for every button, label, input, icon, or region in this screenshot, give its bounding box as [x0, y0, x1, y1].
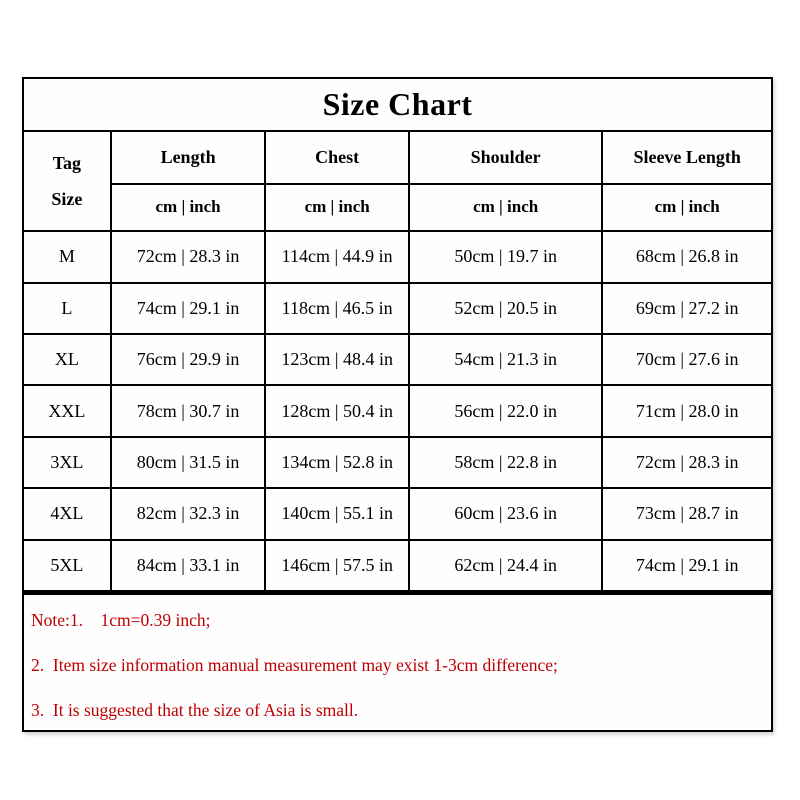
unit-header-row: cm | inch cm | inch cm | inch cm | inch	[23, 182, 773, 233]
notes-section: Note:1. 1cm=0.39 inch; 2. Item size info…	[22, 592, 773, 732]
chest-value: 134cm | 52.8 in	[264, 435, 410, 490]
title-row: Size Chart	[22, 76, 773, 133]
sleeve-length-value: 72cm | 28.3 in	[601, 435, 773, 490]
page-title: Size Chart	[22, 76, 773, 133]
table-row-xl: XL 76cm | 29.9 in 123cm | 48.4 in 54cm |…	[22, 332, 773, 387]
note-line-1: Note:1. 1cm=0.39 inch;	[31, 610, 211, 630]
note-line-2: 2. Item size information manual measurem…	[31, 655, 558, 675]
size-label: XL	[22, 332, 112, 387]
size-label: XXL	[22, 384, 112, 438]
shoulder-value: 52cm | 20.5 in	[407, 281, 604, 335]
length-value: 74cm | 29.1 in	[109, 281, 267, 335]
table-row-l: L 74cm | 29.1 in 118cm | 46.5 in 52cm | …	[22, 281, 773, 335]
table-row-3xl: 3XL 80cm | 31.5 in 134cm | 52.8 in 58cm …	[22, 435, 773, 490]
sleeve-length-value: 70cm | 27.6 in	[601, 332, 773, 387]
chest-value: 118cm | 46.5 in	[264, 281, 410, 335]
shoulder-value: 54cm | 21.3 in	[407, 332, 604, 387]
unit-header-length: cm | inch	[109, 182, 267, 233]
tag-header-line1: Tag	[52, 153, 82, 174]
column-header-shoulder: Shoulder	[407, 130, 604, 185]
column-header-length: Length	[109, 130, 267, 185]
unit-header-sleeve-length: cm | inch	[601, 182, 773, 233]
table-row-5xl: 5XL 84cm | 33.1 in 146cm | 57.5 in 62cm …	[22, 538, 773, 593]
tag-header-line2: Size	[51, 189, 83, 210]
chest-value: 146cm | 57.5 in	[264, 538, 410, 593]
length-value: 84cm | 33.1 in	[109, 538, 267, 593]
unit-header-shoulder: cm | inch	[407, 182, 604, 233]
chest-value: 114cm | 44.9 in	[264, 230, 410, 284]
column-header-row: Tag Size Length Chest Shoulder Sleeve Le…	[22, 130, 773, 233]
size-label: 4XL	[22, 487, 112, 541]
sleeve-length-value: 74cm | 29.1 in	[601, 538, 773, 593]
size-chart-panel: Size Chart Tag Size Length Chest Shoulde…	[22, 76, 773, 732]
size-label: 3XL	[22, 435, 112, 490]
size-label: L	[22, 281, 112, 335]
size-label: 5XL	[22, 538, 112, 593]
length-value: 76cm | 29.9 in	[109, 332, 267, 387]
note-line-3: 3. It is suggested that the size of Asia…	[31, 700, 359, 720]
length-value: 78cm | 30.7 in	[109, 384, 267, 438]
table-row-xxl: XXL 78cm | 30.7 in 128cm | 50.4 in 56cm …	[22, 384, 773, 438]
sleeve-length-value: 69cm | 27.2 in	[601, 281, 773, 335]
length-value: 82cm | 32.3 in	[109, 487, 267, 541]
length-value: 72cm | 28.3 in	[109, 230, 267, 284]
sleeve-length-value: 68cm | 26.8 in	[601, 230, 773, 284]
size-label: M	[22, 230, 112, 284]
chest-value: 140cm | 55.1 in	[264, 487, 410, 541]
table-row-4xl: 4XL 82cm | 32.3 in 140cm | 55.1 in 60cm …	[22, 487, 773, 541]
sleeve-length-value: 71cm | 28.0 in	[601, 384, 773, 438]
column-header-chest: Chest	[264, 130, 410, 185]
size-chart-table: Size Chart Tag Size Length Chest Shoulde…	[22, 76, 773, 593]
chest-value: 123cm | 48.4 in	[264, 332, 410, 387]
shoulder-value: 62cm | 24.4 in	[407, 538, 604, 593]
shoulder-value: 56cm | 22.0 in	[407, 384, 604, 438]
length-value: 80cm | 31.5 in	[109, 435, 267, 490]
sleeve-length-value: 73cm | 28.7 in	[601, 487, 773, 541]
tag-size-header-cell: Tag Size	[22, 130, 112, 233]
unit-header-chest: cm | inch	[264, 182, 410, 233]
table-row-m: M 72cm | 28.3 in 114cm | 44.9 in 50cm | …	[22, 230, 773, 284]
shoulder-value: 50cm | 19.7 in	[407, 230, 604, 284]
shoulder-value: 60cm | 23.6 in	[407, 487, 604, 541]
column-header-sleeve-length: Sleeve Length	[601, 130, 773, 185]
shoulder-value: 58cm | 22.8 in	[407, 435, 604, 490]
chest-value: 128cm | 50.4 in	[264, 384, 410, 438]
